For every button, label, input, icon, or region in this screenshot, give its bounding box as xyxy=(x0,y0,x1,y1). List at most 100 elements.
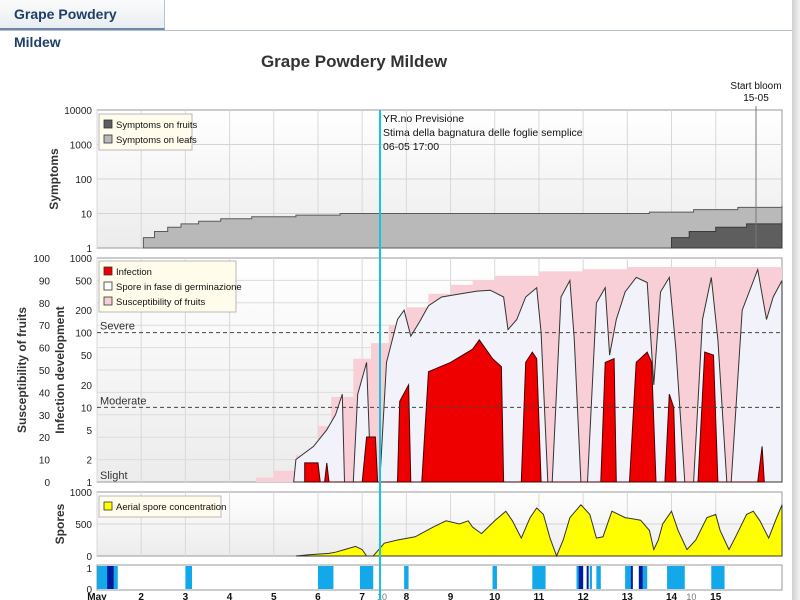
susceptibility-tick-label: 10 xyxy=(39,456,51,467)
susceptibility-tick-label: 90 xyxy=(39,276,51,287)
series-symptoms-fruits xyxy=(671,221,783,249)
legend-entry: Symptoms on fruits xyxy=(116,120,198,131)
symptoms-legend xyxy=(98,113,193,151)
legend-entry: Aerial spore concentration xyxy=(116,502,226,513)
infection-tick-label: 100 xyxy=(75,329,92,340)
wetness-bar xyxy=(642,566,648,589)
infection-tick-label: 2 xyxy=(86,456,92,467)
wetness-bar-dark xyxy=(630,566,633,589)
wetness-bar-dark xyxy=(578,566,584,589)
x-tick-label: 12 xyxy=(578,592,590,600)
symptoms-tick-label: 1 xyxy=(86,244,92,255)
x-tick-label: 2 xyxy=(138,592,144,600)
x-minor-tick-label: 10 xyxy=(686,592,696,600)
current-time-label: 06-05 17:00 xyxy=(383,141,439,153)
threshold-label: Severe xyxy=(100,321,135,333)
legend-swatch xyxy=(103,296,113,306)
susceptibility-tick-label: 80 xyxy=(39,299,51,310)
wetness-bar-dark xyxy=(586,566,589,589)
spores-legend xyxy=(98,495,222,518)
wetness-bar xyxy=(359,566,374,589)
susceptibility-tick-label: 20 xyxy=(39,433,51,444)
susceptibility-tick-label: 0 xyxy=(44,478,50,489)
series-symptoms-leafs xyxy=(142,205,783,249)
chart-title: Grape Powdery Mildew xyxy=(261,52,448,71)
legend-entry: Symptoms on leafs xyxy=(116,135,197,146)
wetness-bar xyxy=(492,566,497,589)
spores-tick-label: 1000 xyxy=(70,488,93,499)
infection-tick-label: 1 xyxy=(86,478,92,489)
wetness-bar xyxy=(113,566,118,589)
legend-entry: Infection xyxy=(116,267,152,278)
susceptibility-tick-label: 70 xyxy=(39,321,51,332)
x-tick-label: 9 xyxy=(448,592,454,600)
symptoms-tick-label: 10 xyxy=(81,210,93,221)
symptoms-axis-title: Symptoms xyxy=(47,148,61,210)
symptoms-tick-label: 1000 xyxy=(70,141,93,152)
wetness-bar xyxy=(185,566,193,589)
susceptibility-tick-label: 40 xyxy=(39,388,51,399)
infection-tick-label: 50 xyxy=(81,351,93,362)
wetness-bar xyxy=(667,566,685,589)
infection-tick-label: 5 xyxy=(86,426,92,437)
x-minor-tick-label: 10 xyxy=(377,592,387,600)
susceptibility-tick-label: 30 xyxy=(39,411,51,422)
infection-tick-label: 200 xyxy=(75,306,92,317)
wetness-bar xyxy=(532,566,546,589)
series-infection xyxy=(304,339,765,483)
legend-swatch xyxy=(103,266,113,276)
current-time-label: Stima della bagnatura delle foglie sempl… xyxy=(383,127,583,139)
series-aerial-spores xyxy=(295,504,783,558)
legend-entry: Susceptibility of fruits xyxy=(116,297,205,308)
wetness-bar xyxy=(404,566,409,589)
x-tick-label: 10 xyxy=(489,592,501,600)
tab-grape-powdery-mildew[interactable]: Grape Powdery Mildew xyxy=(0,0,165,50)
susceptibility-tick-label: 100 xyxy=(33,254,50,265)
tab-bar: Grape Powdery Mildew xyxy=(0,0,792,50)
legend-swatch xyxy=(103,134,113,144)
x-tick-label: 14 xyxy=(666,592,678,600)
wetness-tick-label: 0 xyxy=(86,585,92,596)
x-tick-label: 5 xyxy=(271,592,277,600)
wetness-bar xyxy=(317,566,334,589)
bloom-marker-label: Start bloom xyxy=(730,81,781,92)
infection-tick-label: 10 xyxy=(81,403,93,414)
window-edge xyxy=(792,0,800,600)
spores-axis-title: Spores xyxy=(53,503,67,544)
spores-tick-label: 0 xyxy=(86,552,92,563)
wetness-bar xyxy=(596,566,601,589)
x-tick-label: 4 xyxy=(227,592,233,600)
legend-entry: Spore in fase di germinazione xyxy=(116,282,242,293)
infection-legend xyxy=(98,260,237,313)
x-tick-label: 7 xyxy=(359,592,365,600)
threshold-label: Moderate xyxy=(100,395,146,407)
threshold-label: Slight xyxy=(100,470,128,482)
susceptibility-axis-title: Susceptibility of fruits xyxy=(15,307,29,433)
wetness-bar xyxy=(625,566,632,589)
x-tick-label: 13 xyxy=(622,592,634,600)
wetness-tick-label: 1 xyxy=(86,564,92,575)
x-tick-label: 11 xyxy=(534,592,545,600)
legend-swatch xyxy=(103,119,113,129)
wetness-bar-dark xyxy=(107,566,114,589)
x-tick-label: 3 xyxy=(183,592,189,600)
infection-tick-label: 500 xyxy=(75,276,92,287)
wetness-bar xyxy=(711,566,725,589)
infection-tick-label: 20 xyxy=(81,381,93,392)
legend-swatch xyxy=(103,501,113,511)
legend-swatch xyxy=(103,281,113,291)
x-tick-label: 15 xyxy=(710,592,722,600)
susceptibility-tick-label: 60 xyxy=(39,344,51,355)
symptoms-tick-label: 10000 xyxy=(64,106,92,117)
spores-tick-label: 500 xyxy=(75,520,92,531)
symptoms-tick-label: 100 xyxy=(75,175,92,186)
x-tick-label: May xyxy=(87,592,107,600)
infection-tick-label: 1000 xyxy=(70,254,93,265)
current-time-label: YR.no Previsione xyxy=(383,113,464,125)
wetness-bar xyxy=(589,566,592,589)
bloom-marker-label: 15-05 xyxy=(743,93,769,104)
x-tick-label: 8 xyxy=(404,592,410,600)
x-tick-label: 6 xyxy=(315,592,321,600)
wetness-bar-dark xyxy=(638,566,643,589)
